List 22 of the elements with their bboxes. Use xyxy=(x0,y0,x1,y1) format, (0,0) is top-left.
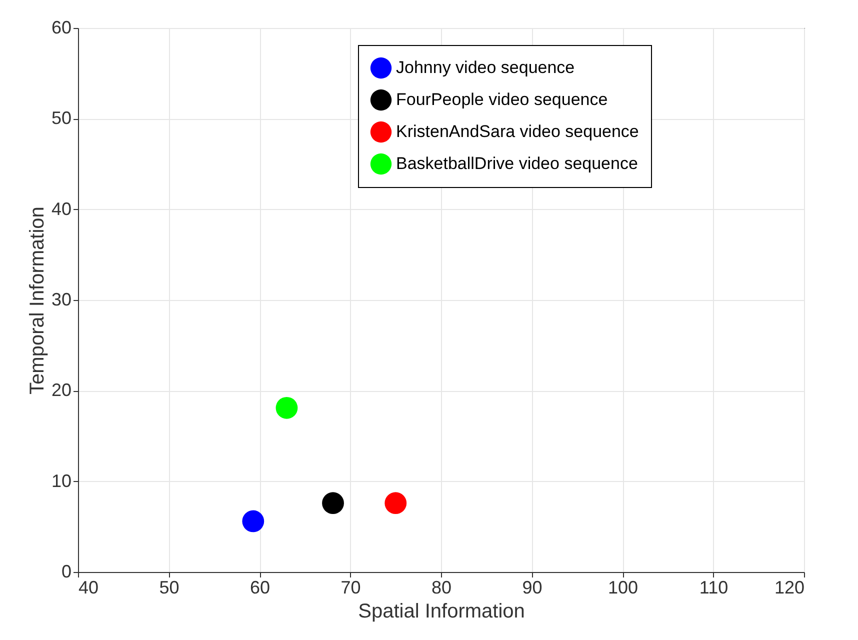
x-tick-label: 60 xyxy=(250,578,270,598)
x-tick-label: 40 xyxy=(78,578,99,598)
x-tick-label: 90 xyxy=(522,578,542,598)
y-tick-label: 20 xyxy=(51,380,72,400)
x-tick-label: 120 xyxy=(774,578,804,598)
x-axis-title: Spatial Information xyxy=(358,600,525,622)
legend-label: Johnny video sequence xyxy=(396,58,575,77)
x-tick-label: 80 xyxy=(431,578,452,598)
y-tick-label: 10 xyxy=(51,470,72,491)
x-tick-label: 100 xyxy=(608,578,638,598)
x-tick-label: 70 xyxy=(340,578,361,598)
y-tick-label: 0 xyxy=(61,562,72,582)
legend-label: FourPeople video sequence xyxy=(396,90,608,109)
legend-label: BasketballDrive video sequence xyxy=(396,154,638,173)
legend-label: KristenAndSara video sequence xyxy=(396,122,639,141)
x-tick-label: 110 xyxy=(699,578,728,598)
y-tick-label: 40 xyxy=(51,198,72,219)
y-tick-label: 50 xyxy=(51,108,72,128)
y-axis-title: Temporal Information xyxy=(26,206,48,394)
x-tick-label: 50 xyxy=(159,578,180,598)
y-tick-label: 30 xyxy=(51,290,72,310)
y-tick-label: 60 xyxy=(51,18,72,38)
